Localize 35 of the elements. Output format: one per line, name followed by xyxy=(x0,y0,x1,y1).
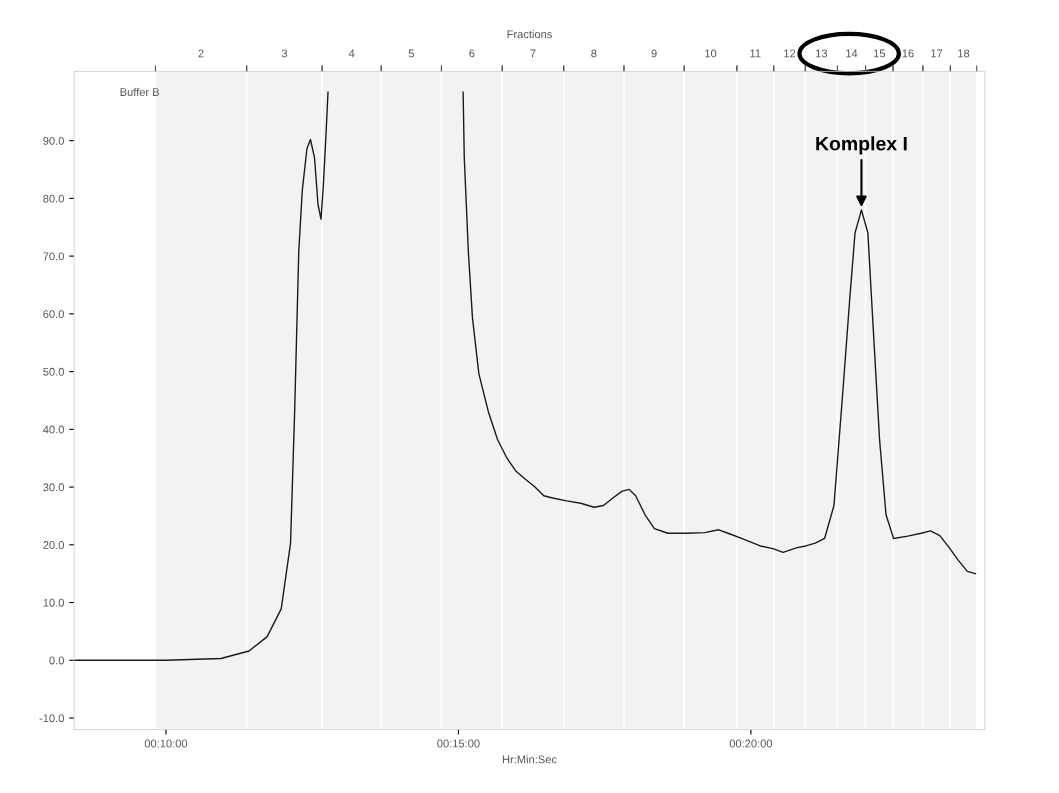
band-label: 14 xyxy=(846,49,858,58)
x-tick-label: 00:15:00 xyxy=(437,739,480,748)
y-tick-label: 70.0 xyxy=(43,252,64,261)
x-tick-label: 00:20:00 xyxy=(729,739,773,748)
band-label: 11 xyxy=(750,49,761,58)
x-tick-label: 00:10:00 xyxy=(144,739,188,748)
y-tick-label: 40.0 xyxy=(43,425,64,434)
band-label: 3 xyxy=(281,49,288,58)
band-label: 12 xyxy=(784,49,796,58)
band-label: 18 xyxy=(958,49,970,58)
y-tick-label: -10.0 xyxy=(39,714,64,723)
band-label: 7 xyxy=(530,49,536,58)
band-label: 6 xyxy=(469,49,475,58)
y-tick-label: 10.0 xyxy=(43,598,64,607)
annotation: Buffer B xyxy=(120,87,160,96)
band-label: 4 xyxy=(348,49,355,58)
band-label: 16 xyxy=(902,49,914,58)
band-label: 8 xyxy=(591,49,597,58)
band-label: 15 xyxy=(873,49,885,58)
y-tick-label: 50.0 xyxy=(43,367,64,376)
y-tick-label: 20.0 xyxy=(43,541,64,549)
y-tick-label: 90.0 xyxy=(43,136,64,145)
y-tick-label: 0.0 xyxy=(49,656,64,665)
annotation: Komplex I xyxy=(816,136,907,155)
x-axis-title: Hr:Min:Sec xyxy=(502,755,557,764)
band-label: 17 xyxy=(931,49,943,58)
y-tick-label: 30.0 xyxy=(43,483,64,492)
y-tick-label: 80.0 xyxy=(43,194,64,203)
band-label: 13 xyxy=(816,49,828,58)
chart-title: Fractions xyxy=(507,29,552,39)
y-tick-label: 60.0 xyxy=(43,310,64,318)
band-label: 5 xyxy=(408,49,414,58)
band-label: 9 xyxy=(651,49,657,58)
band-label: 2 xyxy=(198,49,204,58)
band-label: 10 xyxy=(705,49,717,58)
